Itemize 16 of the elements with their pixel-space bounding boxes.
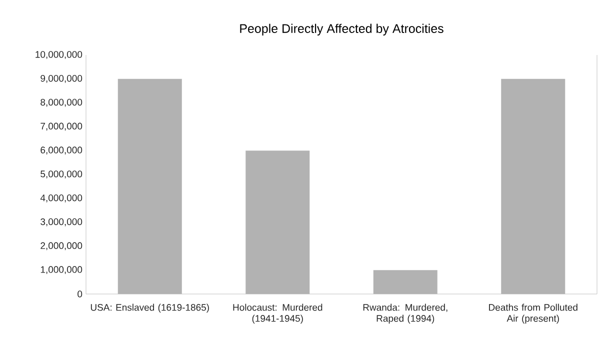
y-tick-label: 7,000,000 <box>40 122 82 131</box>
y-tick-label: 8,000,000 <box>40 98 82 107</box>
x-tick-label: Deaths from Polluted Air (present) <box>489 304 578 324</box>
y-tick-label: 3,000,000 <box>40 218 82 226</box>
x-tick-label: Rwanda: Murdered, Raped (1994) <box>363 304 448 324</box>
x-tick-label: Holocaust: Murdered (1941-1945) <box>233 304 322 324</box>
y-tick-label: 1,000,000 <box>40 266 82 274</box>
chart-title: People Directly Affected by Atrocities <box>240 24 444 36</box>
y-tick-label: 6,000,000 <box>40 146 82 155</box>
y-tick-label: 0 <box>78 290 82 298</box>
y-tick-label: 2,000,000 <box>40 242 82 250</box>
y-tick-label: 10,000,000 <box>36 51 82 59</box>
x-tick-label: USA: Enslaved (1619-1865) <box>90 304 209 313</box>
y-tick-label: 5,000,000 <box>40 170 82 178</box>
y-tick-label: 4,000,000 <box>40 194 82 202</box>
y-tick-label: 9,000,000 <box>40 74 82 83</box>
